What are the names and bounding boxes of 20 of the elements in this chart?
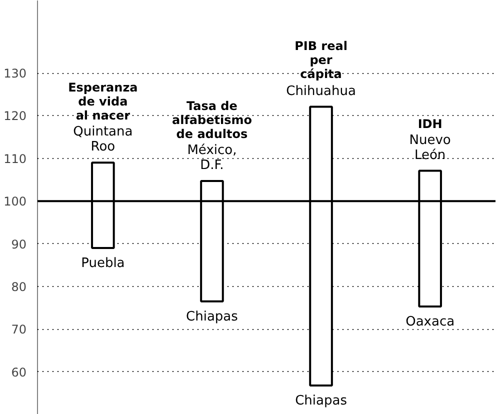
y-tick-label: 100	[4, 194, 26, 209]
y-tick-label: 130	[4, 66, 26, 81]
annotation: Chiapas	[186, 309, 238, 324]
x-tick-label: Tasa de alfabetismo de adultos	[172, 99, 252, 142]
annotation: Chihuahua	[286, 84, 356, 99]
y-tick-label: 120	[4, 109, 26, 124]
y-tick-label: 90	[11, 237, 27, 252]
annotation: Oaxaca	[406, 314, 455, 330]
annotation: Nuevo León	[409, 132, 451, 163]
annotation: México, D.F.	[187, 143, 237, 174]
x-tick-label: Esperanza de vida al nacer	[68, 80, 138, 123]
y-tick-label: 80	[11, 280, 27, 294]
x-tick-label: PIB real per cápita	[294, 38, 348, 81]
y-tick-label: 110	[4, 152, 26, 166]
x-tick-label: IDH	[418, 116, 442, 131]
annotation: Puebla	[81, 256, 125, 272]
y-tick-label: 70	[11, 322, 27, 337]
annotation: Chiapas	[295, 393, 348, 408]
annotation: Quintana Roo	[73, 124, 133, 155]
y-tick-label: 60	[11, 365, 27, 380]
